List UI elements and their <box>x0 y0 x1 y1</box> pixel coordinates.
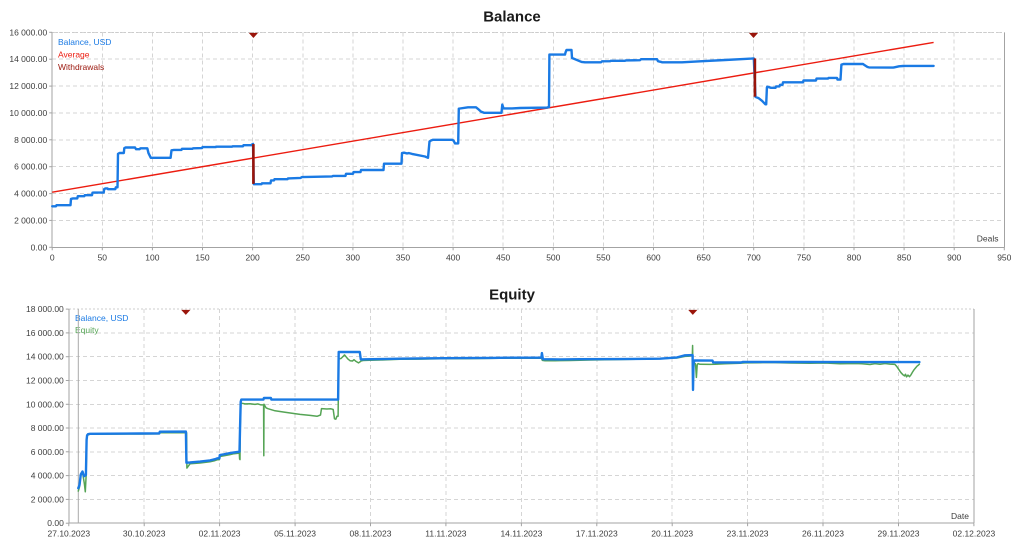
svg-text:Balance, USD: Balance, USD <box>75 313 128 323</box>
svg-text:27.10.2023: 27.10.2023 <box>48 529 91 539</box>
svg-text:Equity: Equity <box>75 325 99 335</box>
svg-text:2 000.00: 2 000.00 <box>31 494 64 504</box>
svg-text:Deals: Deals <box>977 234 999 244</box>
svg-text:8 000.00: 8 000.00 <box>14 135 47 145</box>
svg-text:0.00: 0.00 <box>31 242 48 252</box>
svg-text:300: 300 <box>346 253 360 263</box>
svg-text:700: 700 <box>747 253 761 263</box>
svg-text:6 000.00: 6 000.00 <box>31 447 64 457</box>
svg-text:250: 250 <box>296 253 310 263</box>
svg-text:2 000.00: 2 000.00 <box>14 215 47 225</box>
svg-text:23.11.2023: 23.11.2023 <box>727 529 769 539</box>
svg-text:16 000.00: 16 000.00 <box>26 328 64 338</box>
svg-text:4 000.00: 4 000.00 <box>14 189 47 199</box>
svg-text:50: 50 <box>98 253 108 263</box>
svg-text:14.11.2023: 14.11.2023 <box>500 529 542 539</box>
svg-text:550: 550 <box>596 253 610 263</box>
svg-text:900: 900 <box>947 253 961 263</box>
svg-text:500: 500 <box>546 253 560 263</box>
svg-text:Average: Average <box>58 50 90 60</box>
svg-text:12 000.00: 12 000.00 <box>9 81 47 91</box>
svg-text:12 000.00: 12 000.00 <box>26 376 64 386</box>
svg-text:Equity: Equity <box>489 287 535 304</box>
svg-text:02.12.2023: 02.12.2023 <box>953 529 996 539</box>
svg-text:29.11.2023: 29.11.2023 <box>878 529 920 539</box>
svg-text:Balance, USD: Balance, USD <box>58 37 111 47</box>
svg-text:600: 600 <box>646 253 660 263</box>
svg-text:26.11.2023: 26.11.2023 <box>802 529 844 539</box>
svg-text:10 000.00: 10 000.00 <box>26 399 64 409</box>
svg-text:Date: Date <box>951 511 969 521</box>
svg-text:8 000.00: 8 000.00 <box>31 423 64 433</box>
svg-text:18 000.00: 18 000.00 <box>26 304 64 314</box>
svg-text:4 000.00: 4 000.00 <box>31 471 64 481</box>
svg-text:17.11.2023: 17.11.2023 <box>576 529 618 539</box>
svg-text:0: 0 <box>50 253 55 263</box>
svg-text:150: 150 <box>195 253 209 263</box>
svg-text:08.11.2023: 08.11.2023 <box>350 529 392 539</box>
svg-text:800: 800 <box>847 253 861 263</box>
svg-text:05.11.2023: 05.11.2023 <box>274 529 316 539</box>
svg-text:20.11.2023: 20.11.2023 <box>651 529 693 539</box>
svg-text:950: 950 <box>997 253 1011 263</box>
svg-text:Balance: Balance <box>483 8 541 25</box>
svg-text:850: 850 <box>897 253 911 263</box>
svg-text:30.10.2023: 30.10.2023 <box>123 529 166 539</box>
svg-text:10 000.00: 10 000.00 <box>9 108 47 118</box>
svg-text:16 000.00: 16 000.00 <box>9 27 47 37</box>
svg-text:350: 350 <box>396 253 410 263</box>
svg-text:6 000.00: 6 000.00 <box>14 162 47 172</box>
svg-text:200: 200 <box>246 253 260 263</box>
svg-text:400: 400 <box>446 253 460 263</box>
svg-text:650: 650 <box>697 253 711 263</box>
svg-text:14 000.00: 14 000.00 <box>26 352 64 362</box>
svg-text:02.11.2023: 02.11.2023 <box>199 529 241 539</box>
svg-text:14 000.00: 14 000.00 <box>9 54 47 64</box>
svg-text:Withdrawals: Withdrawals <box>58 62 104 72</box>
svg-text:11.11.2023: 11.11.2023 <box>425 529 467 539</box>
svg-text:750: 750 <box>797 253 811 263</box>
svg-text:100: 100 <box>145 253 159 263</box>
svg-text:450: 450 <box>496 253 510 263</box>
svg-text:0.00: 0.00 <box>47 518 64 528</box>
